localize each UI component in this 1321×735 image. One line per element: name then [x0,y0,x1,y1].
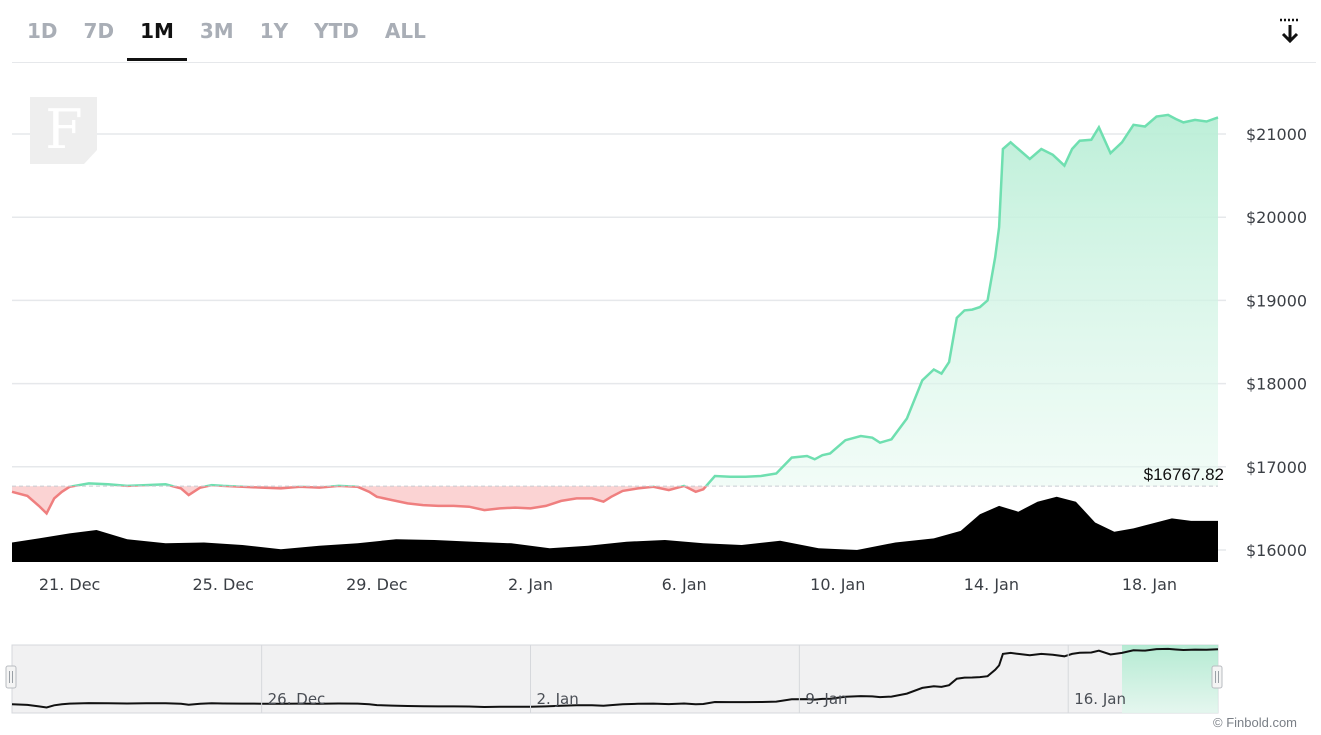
tab-ytd[interactable]: YTD [314,19,359,43]
download-arrow-icon [1280,18,1300,44]
tab-all[interactable]: ALL [384,19,426,43]
y-tick-label: $21000 [1246,125,1307,144]
navigator-label: 26. Dec [268,690,326,708]
x-tick-label: 6. Jan [662,575,707,594]
range-tabs: 1D 7D 1M 3M 1Y YTD ALL [14,14,439,62]
price-line [11,113,1219,516]
y-axis: $16000 $17000 $18000 $19000 $20000 $21000 [1246,125,1307,560]
tab-1d[interactable]: 1D [27,19,58,43]
y-tick-label: $18000 [1246,375,1307,394]
copyright-credit: © Finbold.com [1213,715,1297,730]
x-axis: 21. Dec 25. Dec 29. Dec 2. Jan 6. Jan 10. Jan… [39,575,1177,594]
navigator-label: 2. Jan [537,690,579,708]
price-line-up [68,113,1219,487]
price-area-down [12,486,707,514]
price-area [12,114,1218,514]
finbold-logo: F [30,97,97,164]
x-tick-label: 18. Jan [1122,575,1177,594]
navigator-label: 16. Jan [1074,690,1126,708]
logo-letter: F [45,98,82,161]
navigator-selected-range [1122,645,1218,713]
tab-1m[interactable]: 1M [127,14,187,61]
volume-area [12,496,1218,562]
navigator[interactable]: 26. Dec 2. Jan 9. Jan 16. Jan [5,644,1223,714]
navigator-right-handle[interactable] [1211,665,1223,689]
x-tick-label: 14. Jan [964,575,1019,594]
x-tick-label: 25. Dec [192,575,254,594]
navigator-left-handle[interactable] [5,665,17,689]
tab-divider [12,62,1316,63]
baseline-label: $16767.82 [1144,465,1224,484]
x-tick-label: 2. Jan [508,575,553,594]
y-tick-label: $17000 [1246,458,1307,477]
tab-3m[interactable]: 3M [199,19,234,43]
navigator-line [11,647,1219,709]
tab-1y[interactable]: 1Y [259,19,289,43]
y-tick-label: $19000 [1246,291,1307,310]
price-area-up [12,114,1218,487]
tab-7d[interactable]: 7D [83,19,115,43]
y-tick-label: $16000 [1246,541,1307,560]
x-tick-label: 10. Jan [810,575,865,594]
x-tick-label: 29. Dec [346,575,408,594]
navigator-labels: 26. Dec 2. Jan 9. Jan 16. Jan [261,645,1126,713]
x-tick-label: 21. Dec [39,575,101,594]
navigator-label: 9. Jan [805,690,847,708]
y-tick-label: $20000 [1246,208,1307,227]
download-button[interactable] [1276,16,1304,46]
